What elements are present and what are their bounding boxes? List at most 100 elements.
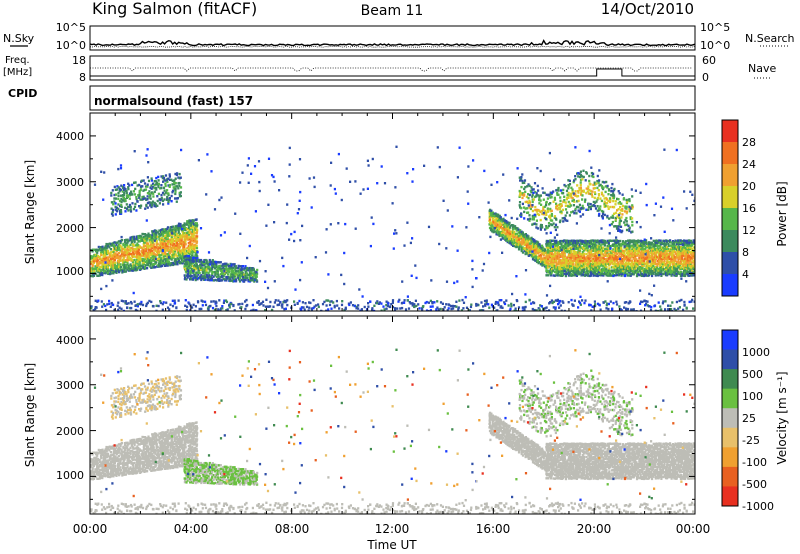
- power-cell: [207, 308, 210, 311]
- power-cell: [555, 207, 558, 210]
- power-cell: [159, 265, 162, 268]
- power-cell: [173, 301, 177, 305]
- power-cell: [608, 260, 611, 264]
- power-cell: [102, 258, 105, 261]
- power-cell: [154, 186, 157, 190]
- power-cell: [222, 274, 225, 278]
- power-cell: [162, 253, 165, 256]
- power-cell: [650, 241, 654, 245]
- power-cell: [642, 244, 645, 247]
- power-cell: [127, 187, 130, 191]
- power-cell: [555, 269, 558, 272]
- power-cell: [605, 254, 608, 257]
- power-cell: [153, 229, 156, 232]
- power-cell: [121, 252, 124, 256]
- power-cell: [608, 249, 611, 252]
- power-cell: [688, 264, 691, 268]
- power-cell: [144, 233, 147, 236]
- power-cell: [613, 187, 616, 191]
- power-cell: [668, 261, 671, 264]
- power-cell: [495, 231, 498, 234]
- power-cell: [642, 269, 645, 273]
- power-cell: [688, 261, 691, 264]
- power-cell: [548, 272, 551, 275]
- power-cell: [154, 254, 157, 258]
- power-cell: [160, 175, 163, 178]
- power-cell: [545, 227, 548, 230]
- power-cell: [616, 267, 619, 270]
- power-cell: [650, 243, 653, 246]
- power-cell: [568, 259, 571, 262]
- power-cell: [638, 254, 641, 257]
- power-cell: [525, 245, 529, 249]
- power-cell: [92, 273, 95, 276]
- power-cell: [570, 242, 573, 246]
- power-cell: [191, 250, 194, 254]
- power-cell: [146, 195, 149, 198]
- power-cell: [176, 238, 179, 241]
- power-cell: [622, 269, 625, 272]
- power-cell: [143, 182, 147, 185]
- power-cell: [492, 220, 495, 224]
- power-cell: [159, 301, 162, 305]
- power-cell: [596, 249, 599, 253]
- power-cell: [195, 240, 199, 243]
- power-cell: [601, 180, 604, 184]
- power-cell: [186, 256, 189, 259]
- power-cell: [692, 271, 695, 274]
- power-cell: [531, 193, 534, 197]
- power-cell: [180, 234, 183, 237]
- power-cell: [597, 249, 601, 253]
- power-cell: [582, 269, 586, 272]
- power-cell: [521, 231, 524, 234]
- power-cell: [689, 259, 692, 263]
- power-cell: [255, 273, 258, 277]
- power-cell: [148, 236, 151, 240]
- power-cell: [111, 211, 114, 214]
- power-cell: [552, 253, 555, 256]
- power-cell: [245, 269, 248, 272]
- power-cell: [138, 260, 141, 263]
- power-cell: [688, 254, 691, 258]
- power-cell: [600, 239, 603, 242]
- power-cell: [598, 273, 601, 277]
- power-cell: [546, 249, 549, 253]
- power-cell: [535, 247, 538, 250]
- power-cell: [667, 239, 670, 243]
- power-cell: [581, 262, 584, 265]
- power-cell: [495, 218, 498, 221]
- power-cell: [527, 246, 530, 250]
- power-cell: [619, 251, 622, 254]
- power-cell: [595, 274, 598, 277]
- power-cell: [539, 225, 542, 228]
- power-cell: [94, 256, 97, 259]
- power-cell: [665, 261, 668, 264]
- power-cell: [186, 276, 189, 279]
- power-cell: [173, 239, 177, 243]
- power-cell: [600, 209, 604, 213]
- power-cell: [556, 266, 560, 269]
- power-cell: [553, 270, 556, 274]
- power-cell: [628, 198, 631, 201]
- power-cell: [553, 266, 557, 269]
- power-cell: [186, 262, 189, 266]
- power-cell: [120, 268, 123, 272]
- power-cell: [124, 189, 127, 192]
- power-cell: [165, 248, 168, 251]
- power-cell: [530, 236, 533, 240]
- power-cell: [688, 257, 691, 260]
- power-cell: [184, 236, 187, 239]
- power-cell: [225, 279, 228, 282]
- power-cell: [120, 197, 123, 201]
- power-cell: [120, 184, 123, 187]
- power-cell: [510, 243, 513, 246]
- power-cell: [109, 254, 112, 257]
- power-cell: [554, 255, 558, 258]
- power-cell: [575, 264, 579, 267]
- power-cell: [142, 189, 145, 192]
- power-cell: [642, 271, 645, 274]
- power-cell: [621, 240, 625, 243]
- power-cell: [521, 241, 524, 244]
- power-cell: [113, 258, 116, 262]
- power-cell: [521, 242, 525, 245]
